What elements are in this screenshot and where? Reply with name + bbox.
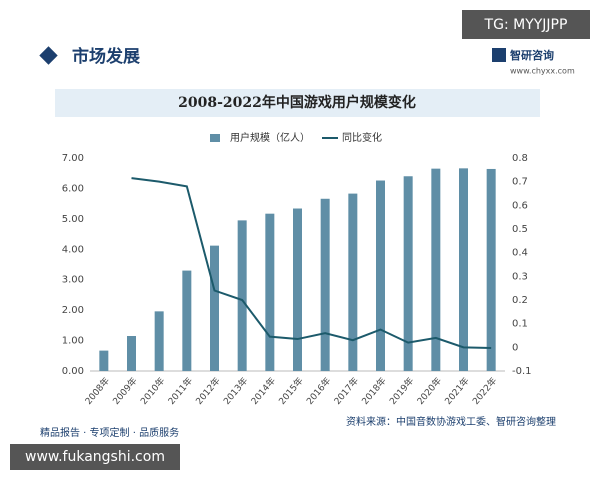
y2-tick-label: -0.1 [512, 366, 532, 377]
y-tick-label: 3.00 [62, 275, 84, 286]
y-tick-label: 0.00 [62, 366, 84, 377]
bar [154, 311, 164, 371]
bar [237, 220, 247, 371]
line [131, 177, 492, 350]
y2-tick-label: 0 [512, 342, 518, 353]
section-title: 市场发展 [72, 46, 140, 67]
y2-tick-label: 0.5 [512, 224, 528, 235]
y-tick-label: 4.00 [62, 244, 84, 255]
y-tick-label: 1.00 [62, 336, 84, 347]
bar [403, 176, 413, 371]
slogan: 精品报告 · 专项定制 · 品质服务 [40, 426, 179, 439]
y-tick-label: 6.00 [62, 183, 84, 194]
bar [127, 336, 136, 371]
y2-tick-label: 0.7 [512, 177, 528, 188]
site-box [10, 444, 180, 470]
bar [486, 168, 496, 371]
legend-label: 用户规模（亿人） [230, 131, 310, 144]
site: www.fukangshi.com [25, 449, 165, 465]
tag: TG: MYYJJPP [484, 17, 568, 33]
chart-title: 2008-2022年中国游戏用户规模变化 [178, 94, 416, 111]
title-band [55, 89, 540, 117]
bar [265, 213, 275, 371]
bar [431, 168, 441, 371]
bar [182, 270, 192, 371]
y2-tick-label: 0.2 [512, 295, 528, 306]
y-tick-label: 5.00 [62, 214, 84, 225]
legend-swatch [210, 134, 220, 142]
y2-tick-label: 0.8 [512, 153, 528, 164]
y2-tick-label: 0.1 [512, 319, 528, 330]
bar [210, 245, 219, 371]
bar [348, 193, 358, 371]
y2-tick-label: 0.6 [512, 200, 528, 211]
y-tick-label: 2.00 [62, 305, 84, 316]
source: 资料来源：中国音数协游戏工委、智研咨询整理 [346, 415, 556, 428]
legend-label: 同比变化 [342, 131, 382, 144]
y-tick-label: 7.00 [62, 153, 84, 164]
brand-logo [492, 48, 506, 62]
tag-box [462, 10, 590, 39]
y2-tick-label: 0.4 [512, 248, 528, 259]
bar [99, 350, 109, 371]
bar [293, 208, 302, 371]
bar [376, 180, 385, 371]
bar [459, 168, 468, 371]
brand-url: www.chyxx.com [510, 67, 575, 76]
y2-tick-label: 0.3 [512, 271, 528, 282]
brand: 智研咨询 [510, 48, 554, 62]
bar [320, 198, 330, 371]
section-icon [39, 46, 58, 65]
